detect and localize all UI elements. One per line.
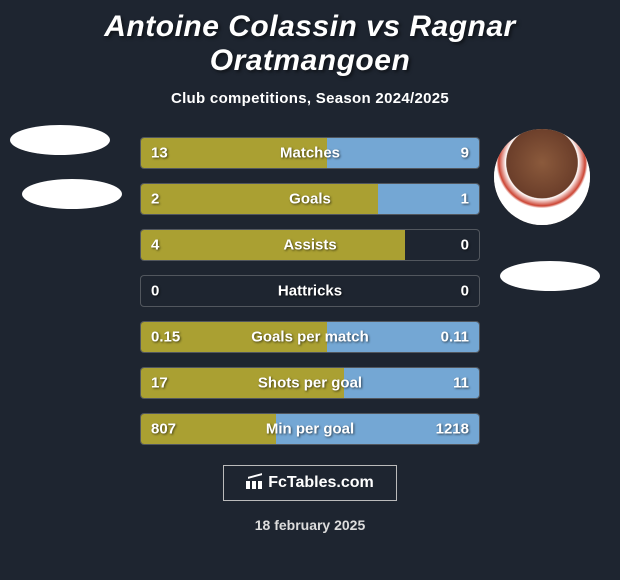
stat-right-value: 0 — [461, 283, 469, 300]
stat-row: 0 0 Hattricks — [140, 275, 480, 307]
stat-label: Min per goal — [266, 421, 354, 438]
stat-left-value: 13 — [151, 145, 168, 162]
bar-left — [141, 230, 405, 260]
stat-row: 4 0 Assists — [140, 229, 480, 261]
stat-row: 13 9 Matches — [140, 137, 480, 169]
stat-right-value: 0 — [461, 237, 469, 254]
stat-label: Goals per match — [251, 329, 369, 346]
avatar-face-placeholder — [494, 129, 590, 225]
player1-badge-2 — [22, 179, 122, 209]
stat-label: Hattricks — [278, 283, 342, 300]
stat-left-value: 17 — [151, 375, 168, 392]
subtitle: Club competitions, Season 2024/2025 — [0, 90, 620, 107]
stat-left-value: 0.15 — [151, 329, 180, 346]
player1-name: Antoine Colassin — [104, 10, 357, 43]
stat-left-value: 2 — [151, 191, 159, 208]
player2-avatar — [494, 129, 590, 225]
stat-label: Goals — [289, 191, 331, 208]
stat-label: Shots per goal — [258, 375, 362, 392]
bar-right — [327, 138, 479, 168]
stat-row: 2 1 Goals — [140, 183, 480, 215]
stat-right-value: 11 — [453, 375, 469, 392]
stat-left-value: 0 — [151, 283, 159, 300]
stat-row: 17 11 Shots per goal — [140, 367, 480, 399]
brand-text: FcTables.com — [268, 474, 374, 491]
comparison-card: Antoine Colassin vs Ragnar Oratmangoen C… — [0, 0, 620, 580]
player2-badge — [500, 261, 600, 291]
chart-icon — [246, 475, 264, 489]
bar-left — [141, 184, 378, 214]
stat-left-value: 4 — [151, 237, 159, 254]
vs-text: vs — [366, 10, 400, 43]
brand-logo: FcTables.com — [223, 465, 397, 501]
player1-badge-1 — [10, 125, 110, 155]
stat-row: 0.15 0.11 Goals per match — [140, 321, 480, 353]
stat-right-value: 9 — [461, 145, 469, 162]
stat-left-value: 807 — [151, 421, 176, 438]
chart-area: 13 9 Matches 2 1 Goals 4 0 Assists 0 0 Hattricks 0.1… — [0, 137, 620, 445]
footer: FcTables.com 18 february 2025 — [0, 465, 620, 533]
stat-rows: 13 9 Matches 2 1 Goals 4 0 Assists 0 0 Hattricks 0.1… — [140, 137, 480, 445]
stat-label: Matches — [280, 145, 340, 162]
stat-right-value: 1 — [461, 191, 469, 208]
title: Antoine Colassin vs Ragnar Oratmangoen — [0, 10, 620, 78]
stat-right-value: 1218 — [436, 421, 469, 438]
stat-label: Assists — [283, 237, 336, 254]
date-text: 18 february 2025 — [0, 517, 620, 533]
stat-row: 807 1218 Min per goal — [140, 413, 480, 445]
stat-right-value: 0.11 — [441, 329, 469, 346]
